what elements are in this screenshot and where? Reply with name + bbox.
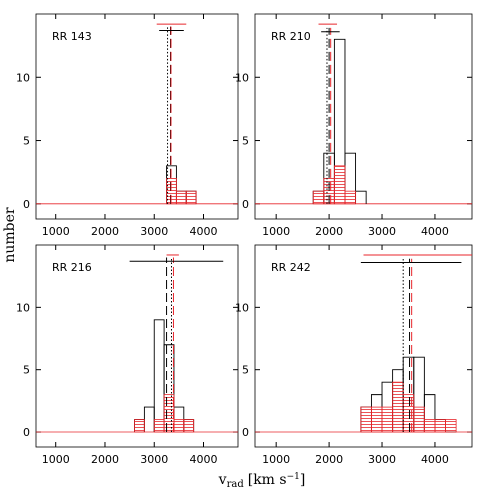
hatched-bar: [183, 419, 195, 433]
x-tick-label: 4000: [190, 225, 218, 238]
y-tick-label: 10: [235, 301, 249, 314]
x-tick-label: 1000: [42, 453, 70, 466]
hatched-bar: [413, 406, 425, 433]
histogram-bin: [355, 190, 367, 204]
plot-frame: [35, 13, 239, 220]
hatched-bar: [134, 419, 145, 433]
panel-title: RR 216: [52, 261, 92, 274]
hatched-bar: [371, 406, 383, 433]
x-tick-label: 3000: [368, 453, 396, 466]
x-tick-label: 2000: [315, 453, 343, 466]
y-tick-label: 10: [16, 301, 30, 314]
histogram-bin: [153, 319, 165, 433]
x-tick-label: 2000: [91, 453, 119, 466]
x-tick-label: 1000: [262, 453, 290, 466]
x-tick-label: 4000: [190, 453, 218, 466]
y-tick-label: 5: [242, 364, 249, 377]
x-tick-label: 3000: [140, 225, 168, 238]
hatched-bar: [344, 190, 356, 205]
y-axis-label: number: [2, 207, 18, 263]
hatched-bar: [312, 190, 325, 205]
y-tick-label: 5: [23, 135, 30, 148]
x-tick-label: 3000: [140, 453, 168, 466]
plot-frame: [254, 13, 473, 220]
hatched-bar: [402, 394, 415, 433]
y-tick-label: 0: [242, 426, 249, 439]
histogram-bin: [143, 406, 155, 433]
hatched-bar: [392, 381, 404, 433]
y-tick-label: 5: [242, 135, 249, 148]
hatched-bar: [360, 406, 372, 433]
hatched-bar: [434, 419, 446, 433]
x-tick-label: 2000: [315, 225, 343, 238]
y-tick-label: 0: [23, 426, 30, 439]
y-tick-label: 10: [16, 71, 30, 84]
hatched-bar: [333, 165, 346, 205]
x-tick-label: 3000: [368, 225, 396, 238]
histogram-bin: [333, 38, 346, 204]
x-tick-label: 4000: [421, 453, 449, 466]
hatched-bar: [153, 419, 165, 433]
x-axis-label: vrad [km s−1]: [218, 472, 306, 490]
x-tick-label: 4000: [421, 225, 449, 238]
y-tick-label: 0: [242, 198, 249, 211]
hatched-bar: [423, 419, 436, 433]
x-tick-label: 1000: [262, 225, 290, 238]
plot-frame: [254, 244, 473, 448]
y-tick-label: 10: [235, 71, 249, 84]
panel-title: RR 242: [271, 261, 311, 274]
hatched-bar: [176, 190, 187, 205]
hatched-bar: [445, 419, 457, 433]
panel-title: RR 210: [271, 30, 311, 43]
hatched-bar: [185, 190, 197, 205]
hatched-bar: [173, 419, 185, 433]
y-tick-label: 5: [23, 364, 30, 377]
x-tick-label: 1000: [42, 225, 70, 238]
x-tick-label: 2000: [91, 225, 119, 238]
panel-title: RR 143: [52, 30, 92, 43]
plot-frame: [35, 244, 239, 448]
hatched-bar: [381, 406, 394, 433]
hatched-bar: [163, 394, 175, 433]
y-tick-label: 0: [23, 198, 30, 211]
